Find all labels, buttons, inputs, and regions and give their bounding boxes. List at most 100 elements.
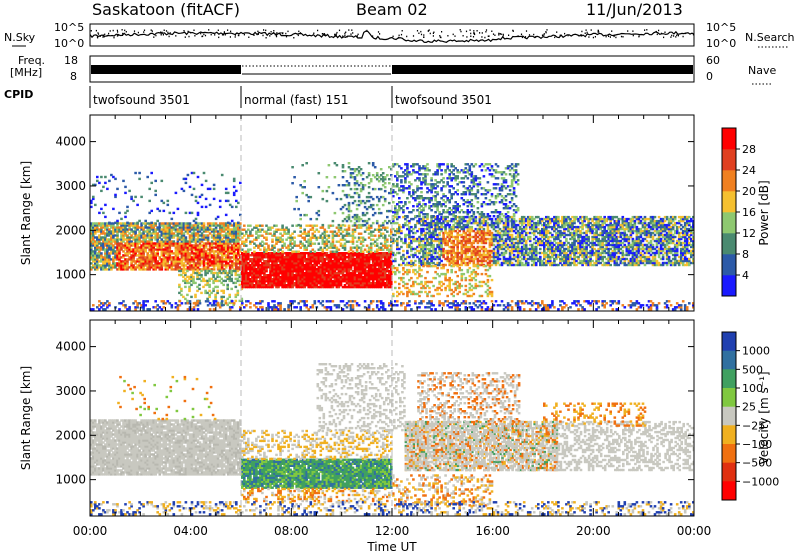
- heatmap-cell: [243, 278, 246, 281]
- heatmap-cell: [317, 252, 321, 255]
- heatmap-cell: [375, 172, 379, 175]
- heatmap-cell: [436, 237, 439, 241]
- heatmap-cell: [255, 274, 258, 277]
- heatmap-cell: [371, 258, 375, 261]
- heatmap-cell: [420, 231, 423, 235]
- heatmap-cell: [148, 238, 151, 241]
- heatmap-cell: [222, 236, 226, 239]
- heatmap-cell: [450, 253, 453, 257]
- heatmap-cell: [259, 264, 262, 267]
- heatmap-cell: [150, 248, 153, 251]
- heatmap-cell: [116, 252, 119, 255]
- heatmap-cell: [200, 291, 203, 295]
- heatmap-cell: [333, 280, 337, 283]
- heatmap-cell: [162, 201, 166, 205]
- nsearch-dot: [344, 34, 346, 37]
- heatmap-cell: [110, 242, 113, 245]
- heatmap-cell: [353, 184, 357, 187]
- heatmap-cell: [168, 266, 172, 269]
- heatmap-cell: [329, 268, 333, 271]
- heatmap-cell: [331, 234, 335, 237]
- heatmap-cell: [226, 226, 230, 229]
- heatmap-cell: [309, 224, 313, 227]
- heatmap-cell: [379, 280, 383, 283]
- heatmap-cell: [180, 269, 183, 273]
- heatmap-cell: [369, 205, 373, 209]
- heatmap-cell: [283, 242, 286, 245]
- nsky-trace: [89, 29, 695, 44]
- heatmap-cell: [98, 264, 101, 267]
- heatmap-cell: [126, 242, 129, 245]
- heatmap-cell: [474, 257, 478, 261]
- heatmap-cell: [299, 234, 302, 237]
- nsearch-dot: [392, 35, 394, 38]
- heatmap-cell: [291, 268, 294, 271]
- heatmap-cell: [289, 285, 292, 289]
- heatmap-cell: [235, 264, 238, 267]
- heatmap-cell: [398, 229, 401, 233]
- heatmap-cell: [190, 279, 193, 283]
- heatmap-cell: [383, 278, 387, 281]
- heatmap-cell: [182, 250, 186, 253]
- heatmap-cell: [375, 178, 379, 181]
- heatmap-cell: [408, 225, 411, 229]
- heatmap-cell: [186, 248, 190, 251]
- heatmap-cell: [291, 258, 294, 261]
- heatmap-cell: [357, 217, 361, 221]
- heatmap-cell: [313, 278, 317, 281]
- heatmap-cell: [482, 227, 486, 231]
- heatmap-cell: [174, 191, 178, 195]
- heatmap-cell: [164, 244, 168, 247]
- heatmap-cell: [452, 247, 455, 251]
- heatmap-cell: [287, 254, 290, 257]
- heatmap-cell: [178, 266, 182, 269]
- heatmap-cell: [174, 260, 178, 263]
- heatmap-cell: [462, 261, 466, 265]
- heatmap-cell: [180, 289, 183, 293]
- heatmap-cell: [92, 197, 95, 201]
- heatmap-cell: [122, 262, 125, 265]
- heatmap-cell: [420, 263, 423, 267]
- heatmap-cell: [214, 244, 218, 247]
- heatmap-cell: [196, 226, 200, 229]
- heatmap-cell: [480, 233, 484, 237]
- heatmap-cell: [186, 228, 190, 231]
- heatmap-cell: [148, 256, 151, 259]
- heatmap-cell: [92, 230, 95, 233]
- heatmap-cell: [363, 256, 367, 259]
- heatmap-cell: [206, 269, 209, 273]
- heatmap-cell: [134, 228, 137, 231]
- heatmap-cell: [92, 183, 95, 187]
- heatmap-cell: [132, 264, 135, 267]
- heatmap-cell: [251, 262, 254, 265]
- cpid-segment-label: twofsound 3501: [395, 93, 492, 107]
- heatmap-cell: [351, 260, 355, 263]
- heatmap-cell: [239, 234, 242, 237]
- heatmap-cell: [218, 240, 222, 243]
- heatmap-cell: [204, 236, 208, 239]
- heatmap-cell: [281, 246, 284, 249]
- nsearch-dot: [644, 29, 646, 31]
- heatmap-cell: [438, 239, 441, 243]
- heatmap-cell: [321, 248, 325, 251]
- heatmap-cell: [396, 229, 399, 233]
- heatmap-cell: [315, 262, 319, 265]
- heatmap-cell: [492, 235, 496, 239]
- heatmap-cell: [194, 293, 197, 297]
- heatmap-cell: [202, 224, 206, 227]
- heatmap-cell: [371, 203, 375, 207]
- heatmap-cell: [196, 258, 200, 261]
- heatmap-cell: [434, 255, 437, 259]
- heatmap-cell: [110, 266, 113, 269]
- heatmap-cell: [386, 226, 389, 229]
- heatmap-cell: [381, 266, 385, 269]
- heatmap-cell: [464, 225, 468, 229]
- heatmap-cell: [130, 268, 133, 271]
- heatmap-cell: [243, 274, 246, 277]
- heatmap-cell: [188, 236, 192, 239]
- heatmap-cell: [247, 276, 250, 279]
- heatmap-cell: [333, 268, 337, 271]
- heatmap-cell: [440, 215, 443, 219]
- heatmap-cell: [228, 234, 232, 237]
- heatmap-cell: [184, 211, 188, 215]
